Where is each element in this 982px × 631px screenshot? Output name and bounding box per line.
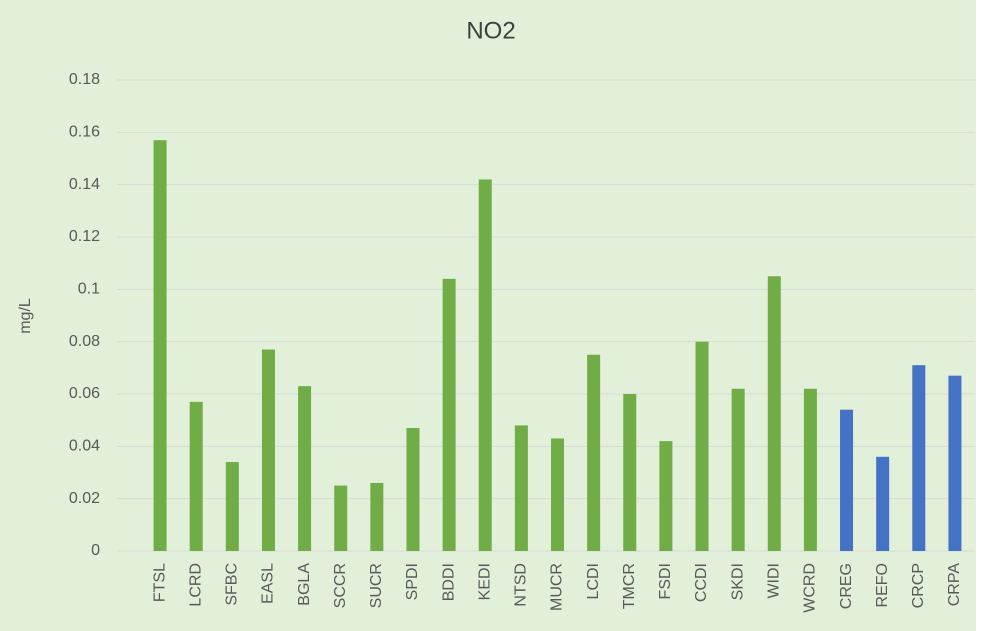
- bar: [948, 375, 962, 551]
- bar: [478, 179, 492, 551]
- bar: [840, 409, 854, 551]
- bar: [370, 482, 384, 551]
- x-tick-label: TMCR: [621, 563, 638, 609]
- y-tick-label: 0.1: [78, 281, 100, 298]
- x-tick-label: FTSL: [151, 563, 168, 602]
- x-tick-label: SKDI: [729, 563, 746, 600]
- bar: [767, 276, 781, 551]
- y-tick-label: 0.04: [69, 438, 100, 455]
- y-tick-label: 0.16: [69, 124, 100, 141]
- x-tick-label: WIDI: [766, 563, 783, 599]
- bar: [261, 349, 275, 551]
- y-axis-label: mg/L: [17, 298, 34, 334]
- x-tick-label: EASL: [260, 563, 277, 604]
- bar: [406, 428, 420, 551]
- bar: [514, 425, 528, 551]
- bar: [659, 441, 673, 551]
- bar: [551, 438, 564, 551]
- x-tick-label: LCRD: [187, 563, 204, 607]
- x-tick-label: NTSD: [513, 563, 530, 607]
- y-tick-label: 0: [91, 542, 100, 559]
- x-tick-label: SFBC: [224, 563, 241, 606]
- bar: [623, 394, 637, 551]
- bar: [298, 386, 312, 551]
- x-tick-label: SUCR: [368, 563, 385, 608]
- bar: [876, 456, 890, 551]
- x-tick-label: CCDI: [693, 563, 710, 602]
- y-tick-label: 0.14: [69, 176, 100, 193]
- x-tick-label: SPDI: [404, 563, 421, 600]
- x-tick-label: CRPA: [946, 563, 963, 607]
- x-tick-label: FSDI: [657, 563, 674, 599]
- bar: [189, 401, 203, 551]
- chart-title: NO2: [466, 17, 515, 44]
- y-tick-label: 0.12: [69, 228, 100, 245]
- bar: [731, 388, 745, 551]
- bar: [803, 388, 817, 551]
- x-tick-label: BGLA: [296, 563, 313, 606]
- x-tick-label: CRCP: [910, 563, 927, 608]
- x-tick-label: KEDI: [476, 563, 493, 600]
- x-tick-label: REFO: [874, 563, 891, 607]
- x-tick-label: MUCR: [549, 563, 566, 611]
- bar: [695, 341, 709, 551]
- x-tick-label: BDDI: [440, 563, 457, 601]
- bar: [442, 278, 456, 551]
- x-tick-label: SCCR: [332, 563, 349, 608]
- bar: [153, 140, 167, 551]
- bar: [587, 354, 601, 551]
- y-tick-label: 0.02: [69, 490, 100, 507]
- bar: [912, 365, 926, 551]
- x-tick-label: LCDI: [585, 563, 602, 599]
- y-tick-label: 0.18: [69, 71, 100, 88]
- y-tick-label: 0.06: [69, 385, 100, 402]
- y-tick-label: 0.08: [69, 333, 100, 350]
- bar: [334, 485, 348, 551]
- x-tick-label: CREG: [838, 563, 855, 609]
- bar: [225, 462, 239, 551]
- x-tick-label: WCRD: [802, 563, 819, 613]
